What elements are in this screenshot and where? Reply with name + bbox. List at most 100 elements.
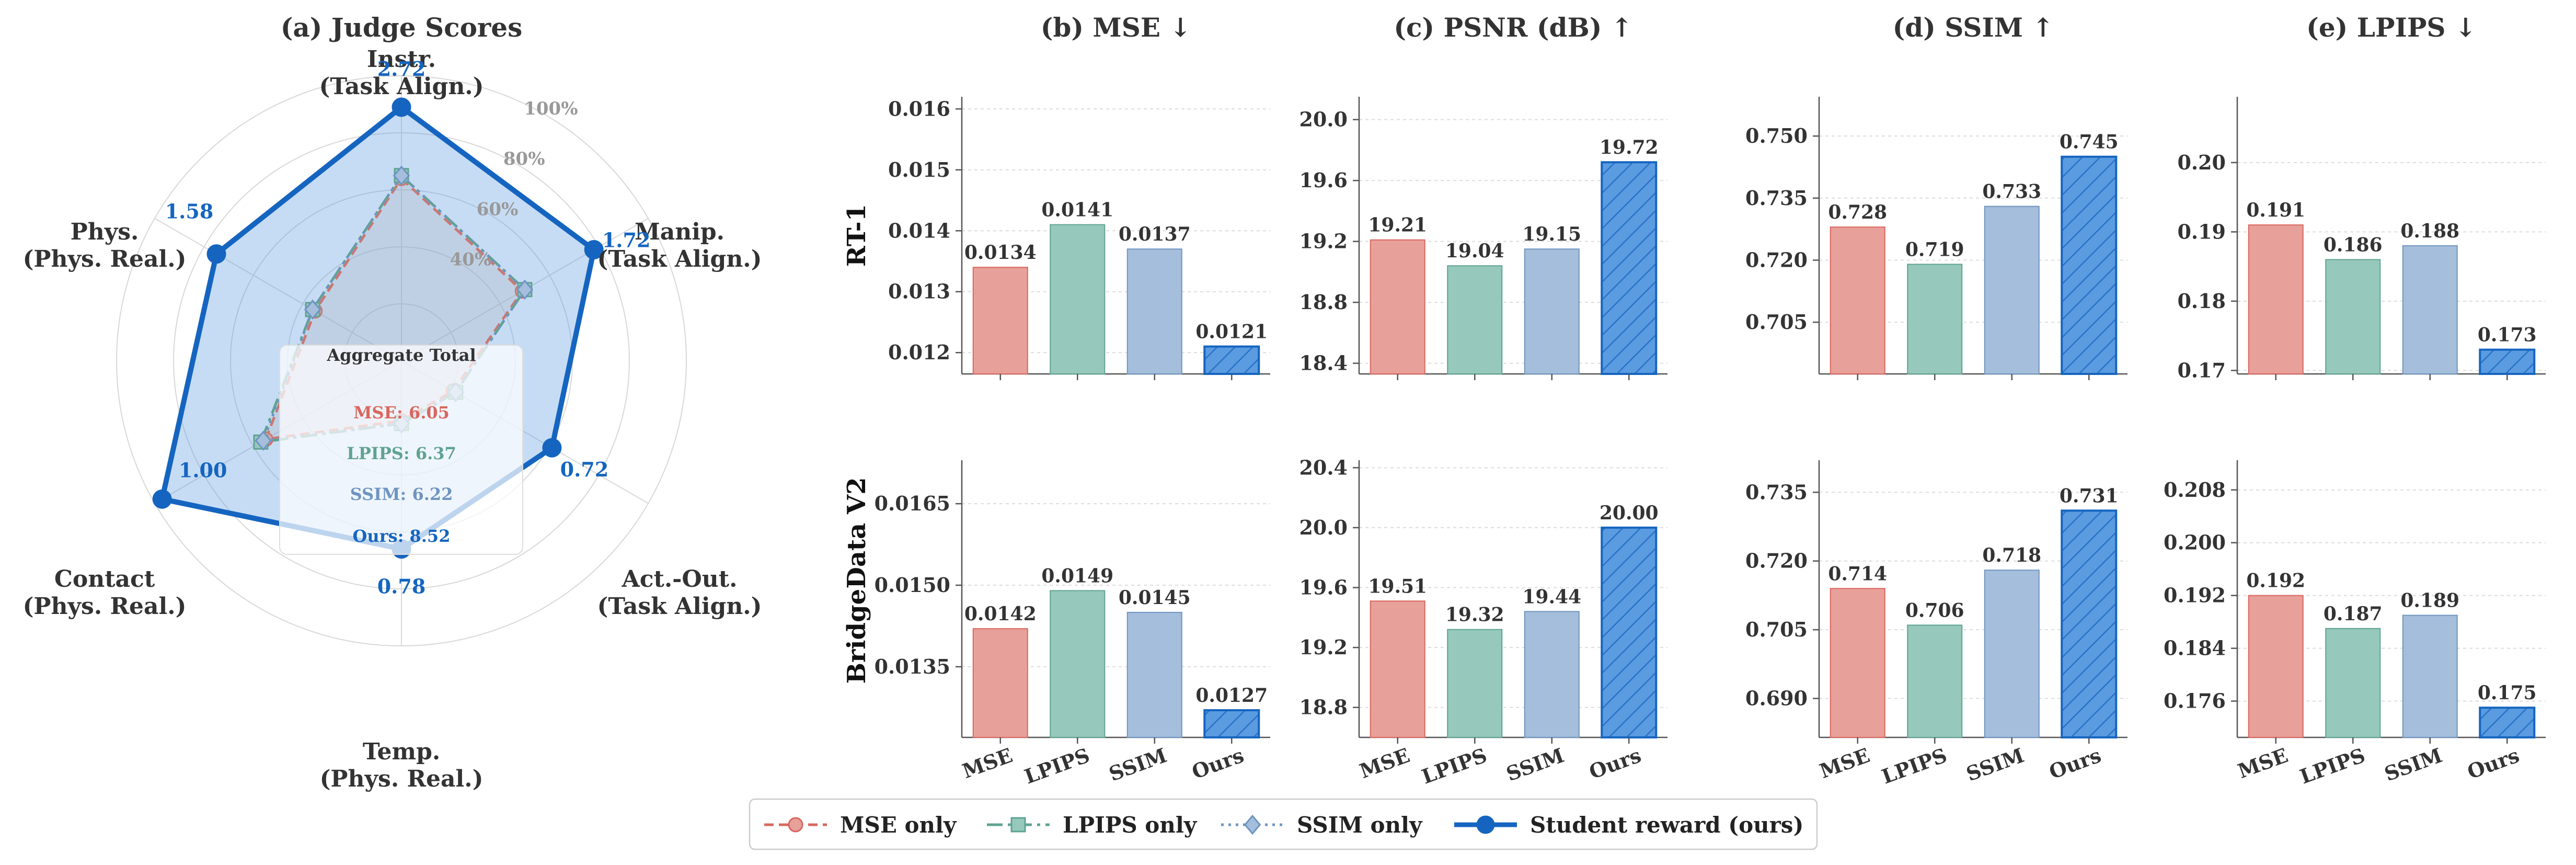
bar-value-label: 0.745: [2060, 131, 2119, 153]
bar-ssim: [1126, 611, 1182, 738]
x-tick-label: MSE: [1816, 743, 1873, 783]
x-tick-label: SSIM: [1106, 743, 1169, 786]
bar-lpips: [1907, 264, 1963, 374]
x-tick-label: LPIPS: [1021, 743, 1093, 788]
radar-axis-label: Phys.: [71, 219, 139, 245]
aggregate-ours: Ours: 8.52: [353, 526, 451, 546]
x-tick-label: LPIPS: [2297, 743, 2368, 788]
bar-hatch: [1602, 527, 1657, 737]
radar-value-label: 1.58: [165, 200, 214, 223]
bar-hatch: [2062, 156, 2117, 374]
y-tick-label: 19.2: [1299, 635, 1348, 659]
y-tick-label: 18.8: [1299, 696, 1348, 719]
aggregate-box: Aggregate Total MSE: 6.05 LPIPS: 6.37 SS…: [279, 345, 523, 555]
bar-lpips: [1447, 265, 1503, 374]
radar-value-label: 1.00: [179, 458, 227, 482]
bar-ssim: [1984, 206, 2040, 374]
legend: MSE only LPIPS only SSIM only Student rewar…: [749, 798, 1818, 850]
radar-point-ours: [584, 240, 604, 259]
bar-value-label: 0.186: [2324, 234, 2383, 256]
y-tick-label: 0.735: [1745, 480, 1808, 504]
x-tick-label: Ours: [1586, 743, 1644, 783]
radar-axis-group-label: (Phys. Real.): [23, 593, 187, 620]
y-tick-label: 19.6: [1299, 576, 1348, 599]
radar-value-label: 1.72: [602, 228, 651, 252]
y-tick-label: 0.750: [1745, 124, 1808, 147]
bar-panel-d-rt1: (d) SSIM ↑ 0.705 0.720 0.735 0.750 0.728 0.719…: [1745, 12, 2128, 380]
bar-value-label: 0.718: [1982, 544, 2041, 566]
bar-hatch: [2062, 510, 2117, 737]
aggregate-box-bg: [279, 345, 523, 555]
y-tick-label: 0.208: [2164, 478, 2226, 502]
radar-axis-group-label: (Task Align.): [597, 246, 762, 272]
row-label-bridgedata: BridgeData V2: [842, 477, 871, 684]
radar-point-ours: [542, 438, 562, 458]
y-tick-label: 0.17: [2177, 358, 2226, 382]
bar-value-label: 0.175: [2478, 682, 2537, 704]
x-tick-label: LPIPS: [1419, 743, 1490, 788]
bar-ssim: [1524, 248, 1580, 375]
radar-spoke-5: [154, 218, 402, 361]
y-tick-label: 0.0165: [875, 492, 950, 515]
radar-title: (a) Judge Scores: [281, 12, 522, 43]
x-tick-label: MSE: [959, 743, 1016, 783]
bar-value-label: 20.00: [1600, 502, 1659, 524]
y-tick-label: 0.20: [2177, 151, 2226, 174]
x-tick-label: LPIPS: [1879, 743, 1950, 788]
x-tick-label: Ours: [2464, 743, 2522, 783]
bar-mse: [2248, 224, 2304, 374]
bar-value-label: 0.731: [2060, 485, 2119, 507]
bar-value-label: 0.0145: [1119, 587, 1191, 609]
bar-hatch: [1204, 710, 1259, 737]
bar-value-label: 19.44: [1522, 586, 1581, 608]
y-tick-label: 0.18: [2177, 289, 2226, 313]
bar-panel-c-rt1: (c) PSNR (dB) ↑ 18.4 18.8 19.2 19.6 20.0 19.21…: [1299, 12, 1668, 380]
bar-value-label: 0.714: [1828, 563, 1887, 585]
x-tick-label: Ours: [2046, 743, 2104, 783]
aggregate-lpips: LPIPS: 6.37: [347, 443, 456, 463]
bar-panel-e-br: 0.176 0.184 0.192 0.200 0.208 0.192 MSE 0.187 LP…: [2164, 460, 2546, 789]
radar-axis-group-label: (Phys. Real.): [23, 246, 187, 272]
bar-mse: [972, 628, 1028, 738]
bar-mse: [1370, 600, 1425, 738]
y-tick-label: 0.720: [1745, 248, 1808, 271]
legend-marker-mse: [788, 817, 803, 833]
radar-axis-label: Manip.: [635, 219, 724, 245]
aggregate-title: Aggregate Total: [326, 345, 476, 365]
radar-point-ours: [206, 244, 226, 264]
y-tick-label: 0.013: [888, 280, 950, 303]
bar-ssim: [1984, 570, 2040, 738]
radar-axis-group-label: (Task Align.): [597, 593, 762, 620]
panel-title: (d) SSIM ↑: [1893, 12, 2054, 43]
legend-label-mse: MSE only: [840, 812, 957, 838]
y-tick-label: 19.6: [1299, 168, 1348, 192]
y-tick-label: 20.0: [1299, 516, 1348, 539]
radar-chart: (a) Judge Scores Instr.(Task Align.)Mani…: [23, 12, 762, 792]
bar-value-label: 0.191: [2246, 199, 2305, 221]
bar-panel-b-br: 0.0135 0.0150 0.0165 0.0142 MSE 0.0149 LPIPS 0.…: [875, 460, 1270, 789]
radar-axis-group-label: (Task Align.): [319, 73, 484, 100]
bar-panel-b-rt1: (b) MSE ↓ 0.012 0.013 0.014 0.015 0.016 0.0134…: [888, 12, 1270, 380]
radar-point-ssim: [255, 430, 272, 451]
bar-value-label: 0.706: [1905, 599, 1964, 621]
radar-point-ssim: [304, 299, 321, 320]
bar-value-label: 0.728: [1828, 201, 1887, 223]
radar-value-label: 0.72: [560, 458, 609, 481]
bar-lpips: [1907, 624, 1963, 738]
radar-point-ssim: [516, 279, 534, 300]
radar-point-ssim: [393, 165, 410, 186]
bar-value-label: 19.51: [1368, 575, 1427, 597]
bar-hatch: [1602, 162, 1657, 374]
y-tick-label: 20.0: [1299, 108, 1348, 131]
bar-value-label: 19.72: [1600, 136, 1659, 158]
bar-lpips: [1050, 590, 1106, 738]
bar-hatch: [1204, 346, 1259, 374]
y-tick-label: 19.2: [1299, 230, 1348, 253]
radar-value-labels: 2.72 1.72 0.72 0.78 1.00 1.58: [165, 57, 651, 598]
y-tick-label: 0.014: [888, 219, 950, 242]
radar-value-label: 2.72: [377, 57, 426, 81]
legend-label-ours: Student reward (ours): [1530, 812, 1803, 838]
bar-mse: [1830, 588, 1885, 738]
bar-ssim: [1126, 248, 1182, 375]
